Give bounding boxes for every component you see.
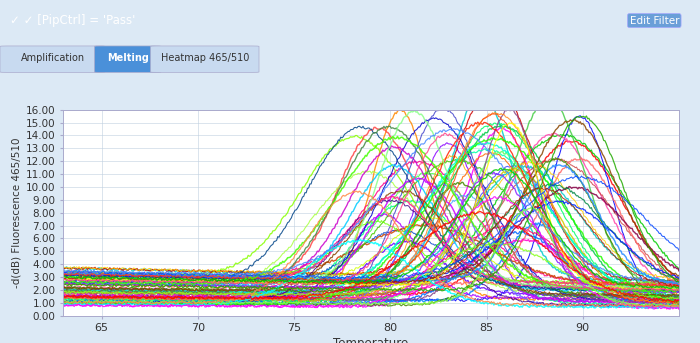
Text: ✓ ✓ [PipCtrl] = 'Pass': ✓ ✓ [PipCtrl] = 'Pass' xyxy=(10,14,136,27)
X-axis label: Temperature: Temperature xyxy=(333,338,409,343)
FancyBboxPatch shape xyxy=(150,46,259,72)
Y-axis label: -d(dB) Fluorescence 465/510: -d(dB) Fluorescence 465/510 xyxy=(12,138,22,288)
Text: Heatmap 465/510: Heatmap 465/510 xyxy=(160,52,249,63)
Text: Melting: Melting xyxy=(107,52,148,63)
Text: Amplification: Amplification xyxy=(20,52,85,63)
FancyBboxPatch shape xyxy=(94,46,161,72)
Text: Edit Filter: Edit Filter xyxy=(629,15,679,26)
FancyBboxPatch shape xyxy=(0,46,105,72)
